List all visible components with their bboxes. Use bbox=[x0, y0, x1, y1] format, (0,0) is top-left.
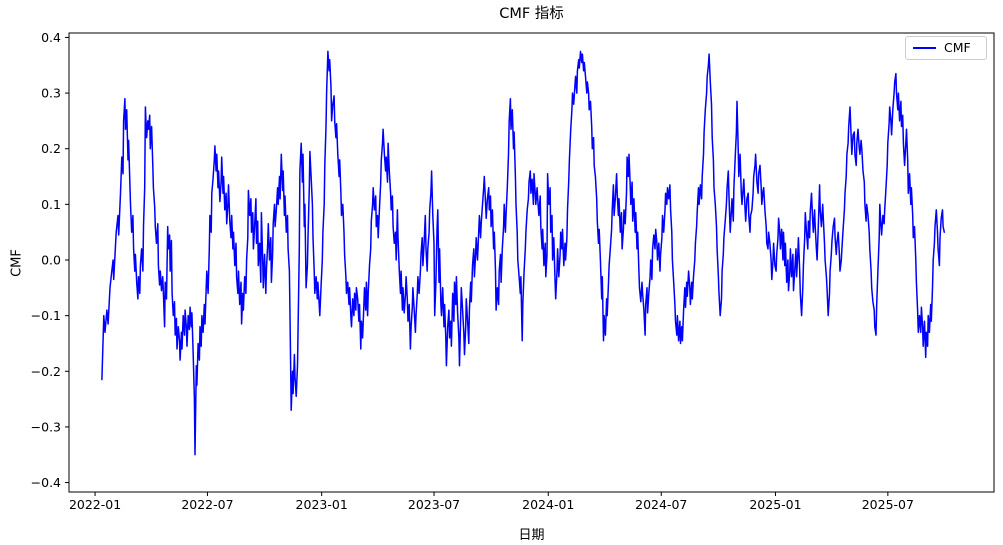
x-tick-label: 2022-01 bbox=[69, 497, 121, 512]
legend: CMF bbox=[905, 36, 987, 60]
x-tick-label: 2023-01 bbox=[296, 497, 348, 512]
x-tick-label: 2024-01 bbox=[522, 497, 574, 512]
y-tick-label: 0.1 bbox=[41, 197, 61, 212]
x-tick-label: 2024-07 bbox=[635, 497, 687, 512]
legend-line-swatch bbox=[913, 47, 936, 49]
x-axis-label: 日期 bbox=[518, 528, 545, 543]
x-tick-label: 2023-07 bbox=[408, 497, 460, 512]
y-tick-label: 0.4 bbox=[41, 30, 61, 45]
chart-title: CMF 指标 bbox=[499, 6, 564, 22]
y-tick-label: 0.2 bbox=[41, 141, 61, 156]
x-tick-label: 2025-01 bbox=[749, 497, 801, 512]
x-tick-label: 2025-07 bbox=[862, 497, 914, 512]
cmf-line bbox=[101, 50, 946, 456]
y-tick-label: 0.3 bbox=[41, 86, 61, 101]
y-tick-label: −0.1 bbox=[31, 308, 61, 323]
y-tick-label: −0.3 bbox=[31, 419, 61, 434]
x-tick-label: 2022-07 bbox=[181, 497, 233, 512]
y-tick-label: −0.4 bbox=[31, 475, 61, 490]
plot-spines bbox=[68, 32, 995, 493]
y-tick-label: −0.2 bbox=[31, 364, 61, 379]
y-tick-label: 0.0 bbox=[41, 252, 61, 267]
legend-label: CMF bbox=[944, 39, 971, 55]
y-axis-label: CMF bbox=[9, 249, 25, 277]
